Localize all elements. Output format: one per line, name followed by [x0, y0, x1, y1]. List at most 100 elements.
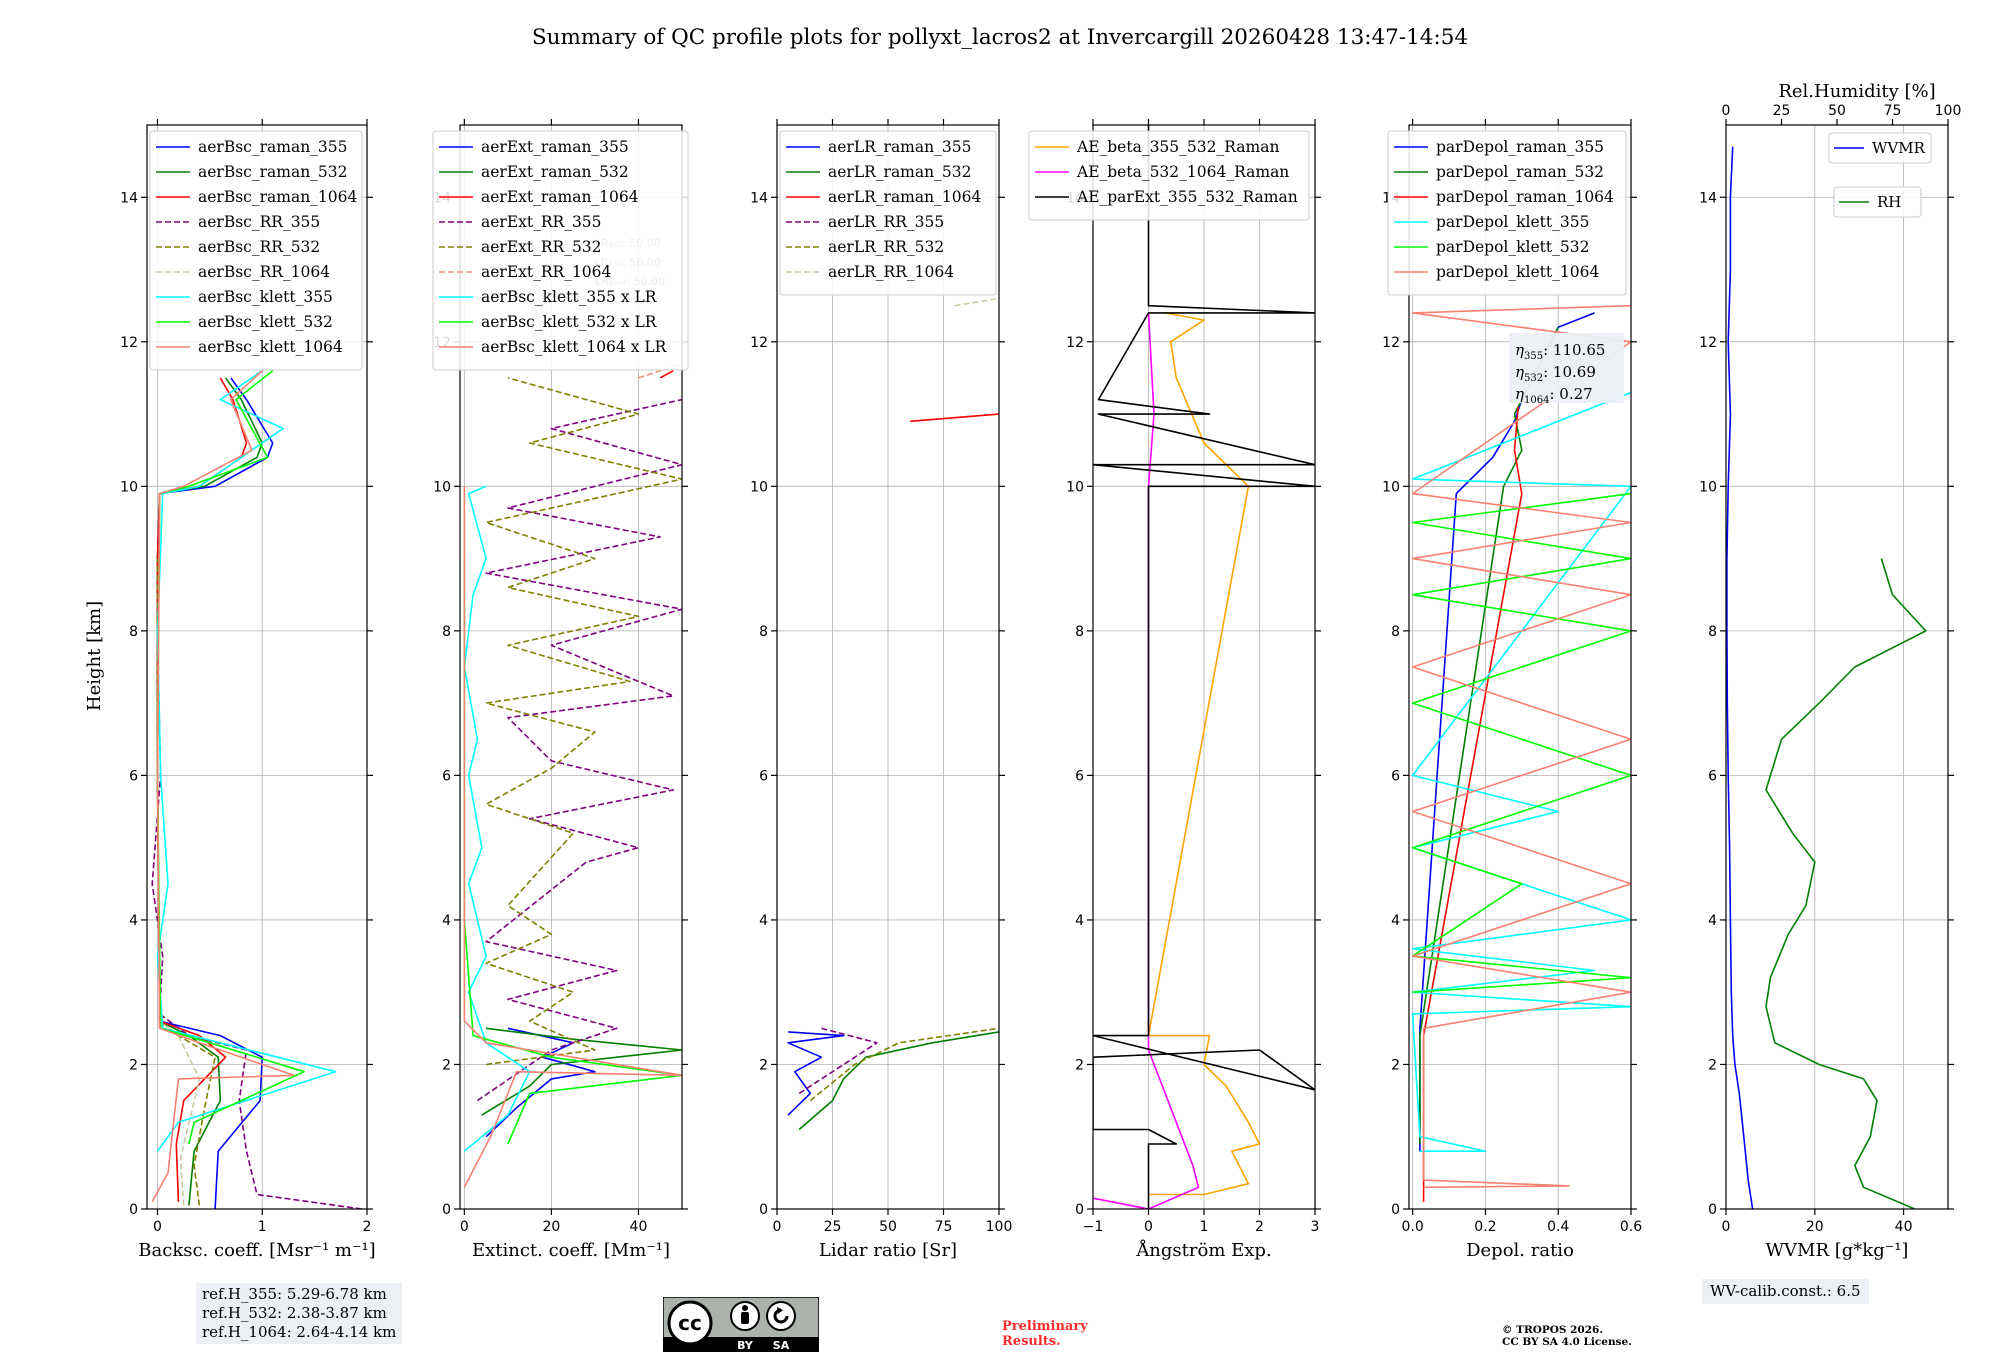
- panel-lidar-ratio: 0 2 4 6 8 10 12 14 0 25 50 75 100 Lidar ratio [Sr] aer…: [750, 119, 1012, 1261]
- x-axis-label: Depol. ratio: [1466, 1240, 1574, 1261]
- y-tick-label: 4: [1708, 913, 1717, 929]
- y-tick-label: 12: [120, 335, 138, 351]
- x-tick-label: 0: [1722, 1219, 1731, 1235]
- y-tick-label: 6: [1391, 768, 1400, 784]
- x-axis-label: Backsc. coeff. [Msr⁻¹ m⁻¹]: [138, 1240, 375, 1261]
- legend-entry-ae-parext-355-532-raman: AE_parExt_355_532_Raman: [1076, 188, 1298, 206]
- legend-entry-ae-beta-355-532-raman: AE_beta_355_532_Raman: [1076, 138, 1279, 156]
- series-line-aerbsc-raman-532: [156, 377, 263, 1206]
- legend-entry-aerbsc-klett-532-x-lr: aerBsc_klett_532 x LR: [481, 313, 658, 331]
- series-line-aerext-rr-355: [476, 398, 682, 1102]
- x-axis-label: Ångström Exp.: [1135, 1239, 1271, 1261]
- y-tick-label: 0: [1708, 1202, 1717, 1218]
- x-tick-label: 0.0: [1402, 1219, 1424, 1235]
- copyright-line-2: CC BY SA 4.0 License.: [1502, 1336, 1632, 1348]
- legend-entry-aerbsc-klett-1064-x-lr: aerBsc_klett_1064 x LR: [481, 338, 668, 356]
- y-tick-label: 10: [433, 479, 451, 495]
- legend-entry-aerext-raman-355: aerExt_raman_355: [481, 138, 629, 156]
- y-tick-label: 0: [129, 1202, 138, 1218]
- y-tick-label: 2: [759, 1057, 768, 1073]
- y-tick-label: 6: [1075, 768, 1084, 784]
- legend: aerBsc_raman_355 aerBsc_raman_532 aerBsc_r…: [149, 130, 363, 371]
- series-group: [151, 370, 362, 1209]
- axes-frame: [1725, 124, 1949, 1210]
- y-tick-label: 12: [750, 335, 768, 351]
- by-attribution-icon: [730, 1301, 760, 1331]
- axes-frame: [146, 124, 368, 1210]
- y-tick-label: 6: [129, 768, 138, 784]
- y-tick-label: 10: [120, 479, 138, 495]
- x-tick-label: 75: [935, 1219, 953, 1235]
- series-line-ae-beta-532-1064-raman: [1093, 312, 1200, 1209]
- series-line-aerbsc-klett-532-x-lr: [463, 558, 682, 1145]
- top-x-tick-label: 50: [1828, 103, 1846, 119]
- series-line-aerlr-raman-532: [798, 1031, 999, 1131]
- series-line-aerbsc-rr-532: [156, 558, 216, 1206]
- legend-entry-aerbsc-klett-532: aerBsc_klett_532: [198, 313, 333, 331]
- legend-box: [1833, 186, 1922, 218]
- wv-calib-const: WV-calib.const.: 6.5: [1710, 1282, 1861, 1300]
- legend-entry-aerext-raman-1064: aerExt_raman_1064: [481, 188, 639, 206]
- series-line-pardepol-raman-532: [1419, 326, 1559, 1144]
- legend-entry-aerlr-rr-532: aerLR_RR_532: [828, 238, 944, 256]
- series-line-aerlr-raman-1064: [910, 413, 999, 423]
- legend-entry-pardepol-klett-1064: parDepol_klett_1064: [1436, 263, 1599, 281]
- eta-line: η355: 110.65: [1515, 341, 1605, 362]
- series-group: [463, 362, 682, 1188]
- legend-entry-aerext-rr-532: aerExt_RR_532: [481, 238, 602, 256]
- legend-entry-pardepol-klett-355: parDepol_klett_355: [1436, 213, 1589, 231]
- y-tick-label: 8: [129, 624, 138, 640]
- cc-icon-text: cc: [678, 1311, 702, 1335]
- series-group: [1726, 146, 1927, 1209]
- series-line-aerbsc-klett-1064: [151, 370, 295, 1203]
- series-line-ae-parext-355-532-raman: [1093, 125, 1315, 1209]
- ref-height-532: ref.H_532: 2.38-3.87 km: [202, 1304, 387, 1322]
- x-tick-label: 20: [1806, 1219, 1824, 1235]
- y-tick-label: 2: [1075, 1057, 1084, 1073]
- legend: aerExt_raman_355 aerExt_raman_532 aerExt_r…: [432, 130, 689, 371]
- x-tick-label: 25: [824, 1219, 842, 1235]
- sa-label: SA: [773, 1339, 790, 1352]
- sa-share-alike-icon: [766, 1301, 796, 1331]
- top-x-tick-label: 75: [1884, 103, 1902, 119]
- cc-by-sa-license-badge: cc BY SA: [663, 1297, 819, 1352]
- y-axis-label: Height [km]: [84, 601, 105, 711]
- preliminary-line-2: Results.: [1002, 1334, 1061, 1349]
- legend-entry-aerbsc-klett-355-x-lr: aerBsc_klett_355 x LR: [481, 288, 658, 306]
- legend-box: [1028, 130, 1310, 221]
- top-axis-label: Rel.Humidity [%]: [1778, 81, 1935, 102]
- legend-entry-pardepol-raman-532: parDepol_raman_532: [1436, 163, 1604, 181]
- series-group: [787, 297, 999, 1131]
- x-axis-label: Extinct. coeff. [Mm⁻¹]: [472, 1240, 670, 1261]
- eta-line: η532: 10.69: [1515, 363, 1596, 384]
- eta-box: [1509, 333, 1624, 403]
- legend-entry-aerext-raman-532: aerExt_raman_532: [481, 163, 629, 181]
- y-tick-label: 0: [442, 1202, 451, 1218]
- figure-title: Summary of QC profile plots for pollyxt_…: [532, 25, 1468, 50]
- series-line-pardepol-klett-532: [1411, 492, 1631, 993]
- legend-entry-aerext-rr-355: aerExt_RR_355: [481, 213, 602, 231]
- preliminary-results-note: Preliminary Results.: [1002, 1319, 1088, 1349]
- y-tick-label: 0: [1391, 1202, 1400, 1218]
- y-tick-label: 12: [1699, 335, 1717, 351]
- series-line-aerbsc-klett-355-x-lr: [463, 485, 531, 1152]
- y-tick-label: 2: [129, 1057, 138, 1073]
- y-tick-label: 10: [1066, 479, 1084, 495]
- series-line-rh: [1765, 558, 1927, 1209]
- series-group: [1411, 304, 1631, 1202]
- x-tick-label: 1: [258, 1219, 267, 1235]
- legend-entry-aerlr-rr-1064: aerLR_RR_1064: [828, 263, 954, 281]
- x-tick-label: 0.2: [1474, 1219, 1496, 1235]
- y-tick-label: 0: [759, 1202, 768, 1218]
- y-tick-label: 0: [1075, 1202, 1084, 1218]
- eta-line: η1064: 0.27: [1515, 385, 1593, 406]
- legend-entry-aerbsc-rr-1064: aerBsc_RR_1064: [198, 263, 330, 281]
- x-tick-label: 3: [1311, 1219, 1320, 1235]
- series-line-aerbsc-klett-1064-x-lr: [463, 486, 682, 1188]
- y-tick-label: 8: [442, 624, 451, 640]
- legend-entry-aerlr-raman-1064: aerLR_raman_1064: [828, 188, 981, 206]
- series-line-aerlr-raman-355: [787, 1031, 845, 1116]
